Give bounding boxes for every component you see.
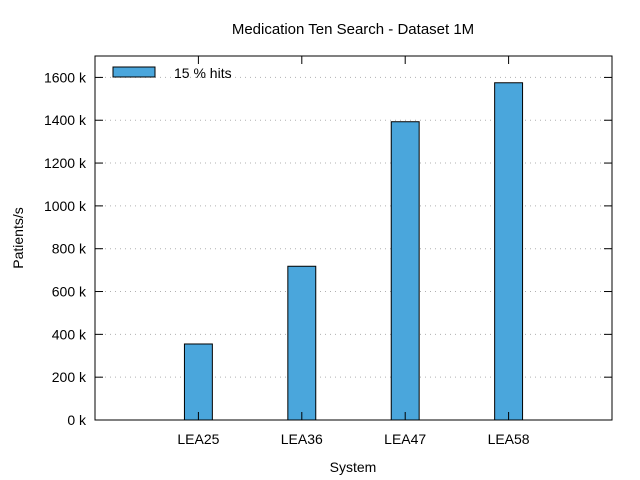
bar-lea25 (183, 343, 213, 421)
plot-frame (94, 55, 613, 421)
x-tick-label: LEA36 (281, 431, 323, 447)
chart-title: Medication Ten Search - Dataset 1M (232, 21, 474, 38)
y-tick-label: 1600 k (44, 69, 87, 85)
y-tick-label: 1400 k (44, 112, 87, 128)
bar-lea58 (494, 82, 524, 421)
bar-lea36 (287, 265, 317, 421)
y-tick-label: 0 k (67, 412, 87, 428)
legend: 15 % hits (112, 65, 232, 81)
x-tick-label: LEA25 (177, 431, 219, 447)
axis-ticks: 0 k 200 k 400 k 600 k 800 k 1000 k 1200 k 1400 … (44, 56, 612, 447)
bars (183, 82, 524, 421)
legend-swatch (112, 66, 156, 78)
y-axis-label: Patients/s (10, 207, 26, 268)
grid-lines (95, 76, 612, 378)
x-tick-label: LEA47 (384, 431, 426, 447)
x-axis-label: System (330, 459, 377, 475)
bar-lea47 (390, 121, 420, 421)
y-tick-label: 400 k (52, 326, 87, 342)
y-tick-label: 200 k (52, 369, 87, 385)
y-tick-label: 800 k (52, 241, 87, 257)
y-tick-label: 1000 k (44, 198, 87, 214)
legend-label: 15 % hits (174, 65, 232, 81)
y-tick-label: 600 k (52, 284, 87, 300)
x-tick-label: LEA58 (488, 431, 530, 447)
y-tick-label: 1200 k (44, 155, 87, 171)
